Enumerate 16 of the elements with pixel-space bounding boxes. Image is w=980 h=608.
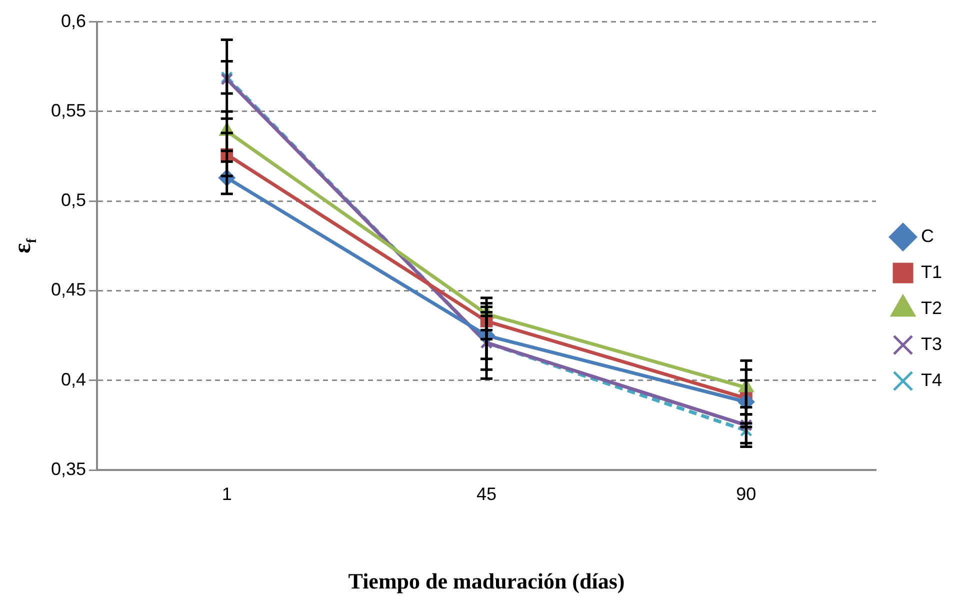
x-tick-label: 45	[476, 484, 497, 504]
y-tick-label: 0,5	[61, 190, 86, 210]
x-axis-title: Tiempo de maduración (días)	[348, 568, 625, 594]
y-tick-label: 0,4	[61, 369, 86, 390]
legend-label: T3	[920, 334, 942, 354]
legend-label: C	[920, 226, 934, 246]
legend-label: T1	[920, 262, 942, 282]
y-tick-label: 0,45	[50, 280, 86, 300]
x-tick-label: 90	[736, 484, 756, 504]
y-tick-label: 0,35	[50, 458, 86, 479]
y-tick-label: 0,6	[61, 10, 86, 31]
x-tick-label: 1	[222, 484, 232, 504]
y-axis-title: εf	[10, 238, 40, 254]
legend-label: T2	[920, 298, 942, 318]
y-tick-label: 0,55	[50, 100, 86, 120]
legend-label: T4	[920, 370, 942, 390]
